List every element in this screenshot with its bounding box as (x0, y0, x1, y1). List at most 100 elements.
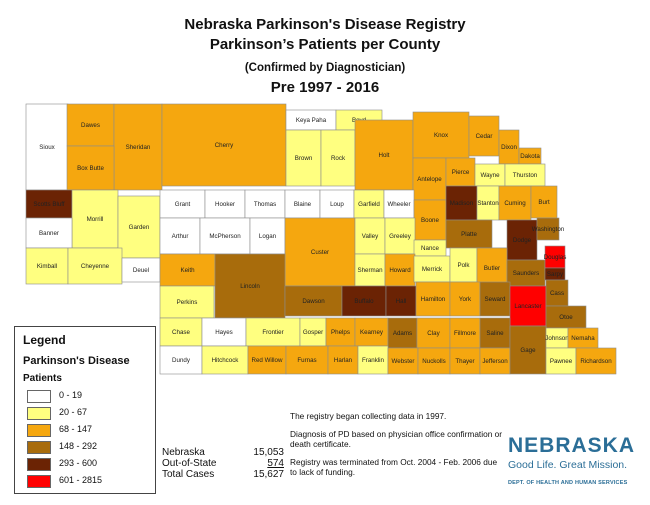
county-label-scotts-bluff: Scotts Bluff (33, 201, 64, 208)
county-label-gosper: Gosper (303, 329, 323, 336)
county-label-perkins: Perkins (177, 299, 198, 306)
county-hayes (201, 317, 247, 347)
county-label-nemaha: Nemaha (571, 335, 595, 342)
county-label-nance: Nance (421, 245, 439, 252)
county-label-thomas: Thomas (254, 201, 276, 208)
county-label-sherman: Sherman (357, 267, 383, 274)
county-harlan (327, 345, 359, 375)
county-label-boone: Boone (421, 217, 439, 224)
county-hitchcock (201, 345, 249, 375)
map-title: Nebraska Parkinson's Disease Registry (184, 16, 466, 33)
county-label-greeley: Greeley (389, 233, 412, 240)
county-mcpherson (199, 217, 251, 255)
county-label-antelope: Antelope (417, 176, 442, 183)
county-label-red-willow: Red Willow (252, 357, 283, 364)
county-kimball (25, 247, 69, 285)
county-label-howard: Howard (389, 267, 411, 274)
legend-label: 0 - 19 (59, 390, 83, 400)
totals-row: Out-of-State 574 (162, 458, 284, 469)
county-label-loup: Loup (330, 201, 344, 208)
county-label-madison: Madison (450, 200, 474, 207)
note-text: The registry began collecting data in 19… (290, 411, 447, 421)
county-york (449, 281, 481, 317)
county-label-york: York (459, 296, 472, 303)
county-label-richardson: Richardson (580, 358, 612, 365)
brand-name: NEBRASKA (508, 434, 636, 457)
county-label-cedar: Cedar (476, 133, 493, 140)
county-label-keith: Keith (180, 267, 195, 274)
county-label-webster: Webster (392, 358, 415, 365)
map-period: Pre 1997 - 2016 (270, 79, 380, 96)
county-label-furnas: Furnas (297, 357, 316, 364)
county-label-brown: Brown (295, 155, 313, 162)
county-label-kearney: Kearney (360, 329, 384, 336)
county-valley (354, 217, 386, 255)
legend-label: 601 - 2815 (59, 475, 103, 485)
note-text: Registry was terminated from Oct. 2004 -… (290, 457, 498, 477)
county-label-jefferson: Jefferson (482, 358, 508, 365)
legend: Legend Parkinson's Disease Patients 0 - … (14, 326, 156, 494)
county-dawson (284, 285, 343, 317)
county-kearney (354, 317, 389, 347)
county-sheridan (113, 103, 163, 191)
county-label-chase: Chase (172, 329, 190, 336)
county-sherman (354, 253, 386, 287)
county-dawes (66, 103, 115, 147)
county-label-wayne: Wayne (480, 172, 500, 179)
county-garden (117, 195, 161, 259)
county-pierce (445, 157, 476, 187)
county-arthur (159, 217, 201, 255)
county-madison (445, 185, 478, 221)
county-label-hayes: Hayes (215, 329, 233, 336)
county-label-wheeler: Wheeler (387, 201, 410, 208)
county-label-lancaster: Lancaster (514, 303, 541, 310)
county-hall (385, 285, 417, 317)
legend-swatch (27, 407, 51, 420)
county-label-butler: Butler (484, 265, 500, 272)
totals-value: 15,627 (253, 469, 284, 480)
case-totals: Nebraska 15,053 Out-of-State 574 Total C… (162, 447, 284, 480)
legend-item: 601 - 2815 (27, 475, 152, 488)
county-label-franklin: Franklin (362, 357, 385, 364)
county-deuel (121, 257, 161, 283)
county-perkins (159, 285, 215, 319)
county-label-fillmore: Fillmore (454, 330, 477, 337)
totals-value: 15,053 (253, 447, 284, 458)
county-label-cheyenne: Cheyenne (81, 263, 110, 270)
county-label-sioux: Sioux (39, 144, 55, 151)
county-cedar (468, 115, 500, 157)
county-label-adams: Adams (393, 330, 412, 337)
county-label-garfield: Garfield (358, 201, 380, 208)
county-label-buffalo: Buffalo (354, 298, 374, 305)
county-cherry (161, 103, 287, 187)
county-dundy (159, 345, 203, 375)
county-label-burt: Burt (538, 199, 550, 206)
county-frontier (245, 317, 301, 347)
county-polk (449, 247, 478, 283)
county-label-dawes: Dawes (81, 122, 100, 129)
county-merrick (413, 255, 451, 283)
county-label-rock: Rock (331, 155, 346, 162)
legend-item: 68 - 147 (27, 424, 152, 437)
county-label-platte: Platte (461, 231, 477, 238)
county-adams (387, 317, 418, 349)
county-label-pierce: Pierce (452, 169, 470, 176)
county-label-dawson: Dawson (302, 298, 325, 305)
county-burt (530, 185, 558, 219)
county-label-kimball: Kimball (37, 263, 57, 270)
county-label-keya-paha: Keya Paha (296, 117, 327, 124)
county-label-deuel: Deuel (133, 267, 149, 274)
county-label-thayer: Thayer (455, 358, 474, 365)
county-label-merrick: Merrick (422, 266, 443, 273)
county-howard (384, 253, 416, 287)
county-label-dakota: Dakota (520, 153, 540, 160)
county-label-pawnee: Pawnee (550, 358, 573, 365)
totals-row: Nebraska 15,053 (162, 447, 284, 458)
map-subtitle: Parkinson’s Patients per County (209, 36, 441, 53)
legend-item: 0 - 19 (27, 390, 152, 403)
county-saunders (506, 259, 546, 287)
county-pawnee (545, 347, 577, 375)
legend-label: 148 - 292 (59, 441, 98, 451)
county-label-dodge: Dodge (513, 237, 532, 244)
